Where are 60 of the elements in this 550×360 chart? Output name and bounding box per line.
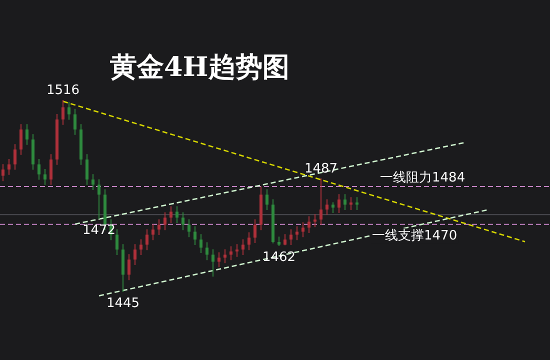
candlestick [302,222,304,238]
candlestick [146,228,148,251]
candlestick [44,168,46,186]
candlestick [182,212,184,231]
chart-title: 黄金4H趋势图 [109,52,290,83]
candlestick [20,124,22,156]
candlestick [92,174,94,191]
candlestick [98,178,100,220]
candlestick [176,206,178,224]
candlestick [350,196,352,211]
candlestick [14,144,16,170]
candlestick [332,202,334,214]
candlestick [296,226,298,241]
annotation: 1445 [106,296,140,311]
candlestick [224,248,226,264]
candlestick [338,194,340,214]
candlestick [344,194,346,211]
candlestick [62,100,64,126]
candlestick [266,188,268,211]
candlestick [128,254,130,281]
candlestick [236,244,238,258]
candlestick [356,196,358,211]
annotation: 1516 [46,83,80,98]
candlestick [308,216,310,234]
candlestick [50,154,52,186]
candlestick [290,228,292,246]
annotation: 1487 [304,161,338,176]
candlestick [212,248,214,278]
annotation: 1472 [82,222,116,238]
candlestick [194,226,196,246]
candlestick [254,218,256,244]
candlestick [320,178,322,226]
ref-label: 一线阻力1484 [380,170,466,186]
candlestick [8,158,10,176]
candlestick [188,218,190,238]
ref-label: 一线支撑1470 [372,228,458,244]
candlestick [158,218,160,236]
candlestick [242,238,244,256]
candlestick [68,101,70,120]
candlestick [326,198,328,216]
candlestick [200,234,202,254]
candlestick [248,232,250,251]
candlestick [206,242,208,261]
candlestick [26,124,28,146]
candlestick [152,224,154,241]
candlestick [86,154,88,186]
candlestick [230,246,232,261]
candlestick [134,244,136,266]
candlestick [38,158,40,180]
candlestick [74,108,76,136]
candlestick [170,206,172,224]
candlestick [140,238,142,256]
candlestick [278,236,280,247]
annotation: 1462 [262,250,296,266]
candlestick [116,228,118,256]
candlestick [314,214,316,228]
candlestick [164,212,166,231]
candlestick [2,164,4,182]
candlestick [218,252,220,268]
candlestick [284,234,286,246]
